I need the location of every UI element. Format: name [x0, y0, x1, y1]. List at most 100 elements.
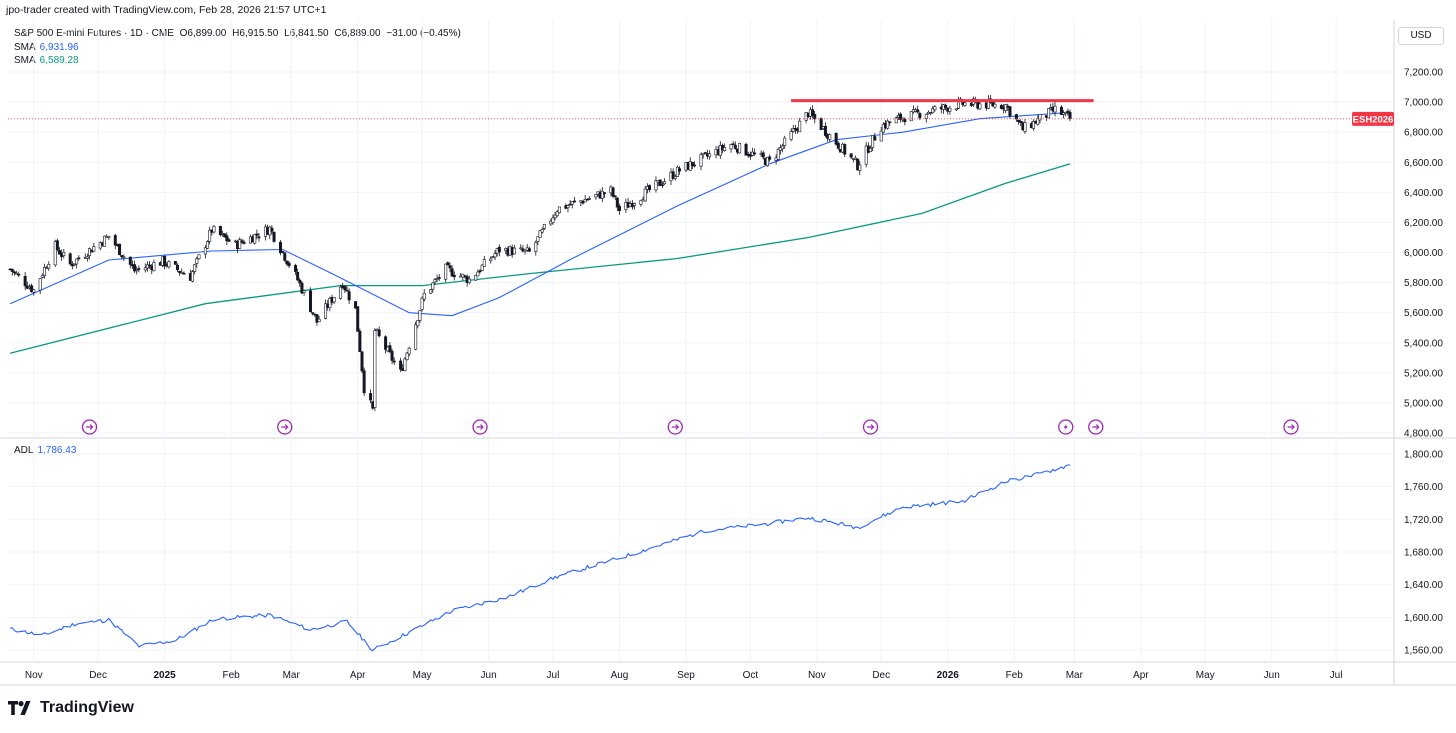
candle-body [753, 152, 757, 155]
candle-body [218, 225, 222, 236]
candle-body [433, 279, 437, 283]
candle-body [718, 145, 722, 156]
candle-body [744, 143, 748, 156]
candle-body [903, 119, 907, 123]
candle-body [118, 243, 122, 256]
arrow-right-icon [671, 424, 680, 430]
price-tick-label: 5,200.00 [1404, 368, 1443, 379]
candle-body [62, 252, 66, 256]
candle-body [648, 185, 652, 191]
candle-body [77, 257, 81, 260]
candle-body [658, 179, 662, 186]
candle-body [849, 153, 853, 158]
candle-body [12, 271, 16, 274]
x-tick-label: May [413, 670, 432, 681]
candle-body [1023, 122, 1027, 132]
x-tick-label: 2025 [153, 670, 176, 681]
candle-body [272, 231, 276, 242]
candle-body [886, 120, 890, 129]
brand-name: TradingView [40, 699, 134, 716]
candle-body [416, 320, 420, 327]
candle-body [298, 279, 302, 284]
price-tick-label: 7,000.00 [1404, 98, 1443, 109]
candle-body [283, 252, 287, 261]
candle-body [15, 272, 19, 275]
price-tick-label: 6,800.00 [1404, 128, 1443, 139]
candle-body [30, 285, 34, 292]
candle-body [678, 168, 682, 172]
x-tick-label: Sep [677, 670, 695, 681]
candle-body [791, 128, 795, 132]
candle-body [1068, 112, 1072, 120]
sma-slow-value: 6,589.28 [39, 55, 79, 66]
candle-body [993, 103, 997, 108]
adl-tick-label: 1,560.00 [1404, 646, 1443, 657]
candle-body [738, 142, 742, 154]
candle-body [135, 269, 139, 272]
candle-body [242, 241, 246, 244]
ticker-tag [1352, 111, 1394, 126]
candle-body [761, 152, 765, 158]
candle-body [193, 264, 197, 272]
x-tick-label: Dec [89, 670, 107, 681]
x-tick-label: Jul [547, 670, 560, 681]
candle-body [315, 314, 319, 323]
candle-body [40, 275, 44, 278]
candle-body [212, 226, 216, 233]
candle-body [602, 192, 606, 195]
candle-body [450, 268, 454, 277]
chart-grid [0, 20, 1456, 686]
candle-body [418, 310, 422, 321]
x-tick-label: Feb [1006, 670, 1024, 681]
candle-body [643, 188, 647, 202]
x-tick-label: Mar [283, 670, 301, 681]
candle-body [611, 187, 615, 197]
candle-body [954, 108, 958, 111]
candle-body [542, 223, 546, 229]
candle-body [566, 205, 570, 209]
price-chart[interactable]: ESH2026 Nov Dec 2025 Feb Mar Apr May Jun Jul Aug S… [0, 0, 1456, 690]
candle-body [429, 289, 433, 294]
candle-body [540, 229, 544, 233]
candle-body [703, 152, 707, 154]
sma-slow-legend[interactable]: SMA 6,589.28 [14, 55, 79, 66]
adl-tick-label: 1,800.00 [1404, 449, 1443, 460]
adl-legend[interactable]: ADL 1,786.43 [14, 445, 76, 456]
ticker-tag-label: ESH2026 [1353, 114, 1394, 125]
candle-body [399, 360, 403, 370]
price-tick-label: 6,600.00 [1404, 158, 1443, 169]
overlays: ESH2026 [8, 99, 1394, 435]
candle-body [407, 347, 411, 355]
candle-body [57, 250, 61, 255]
split-bolt-icon [1063, 423, 1068, 431]
candle-body [296, 271, 300, 281]
tradingview-logo[interactable]: TradingView [8, 699, 134, 717]
candle-body [225, 235, 229, 242]
candle-body [723, 147, 727, 151]
candle-body [482, 259, 486, 267]
candle-body [894, 117, 898, 124]
x-tick-label: Dec [872, 670, 890, 681]
candle-body [538, 230, 542, 238]
candle-body [632, 203, 636, 206]
candle-body [615, 197, 619, 208]
x-tick-label: Aug [611, 670, 629, 681]
currency-button[interactable]: USD [1398, 27, 1444, 45]
x-tick-label: Apr [1133, 670, 1149, 681]
sma-fast-legend[interactable]: SMA 6,931.96 [14, 42, 79, 53]
axes: Nov Dec 2025 Feb Mar Apr May Jun Jul Aug Sep Oct Nov… [25, 68, 1444, 681]
candle-body [206, 241, 210, 249]
candle-body [435, 278, 439, 280]
candle-body [68, 253, 72, 265]
candle-body [811, 109, 815, 116]
chart-attribution: jpo-trader created with TradingView.com,… [6, 4, 327, 16]
x-tick-label: May [1196, 670, 1215, 681]
candle-body [823, 125, 827, 136]
low-value: L6,841.50 [284, 28, 329, 39]
candle-body [300, 282, 304, 294]
candle-body [568, 203, 572, 206]
candle-body [881, 124, 885, 133]
candle-body [843, 144, 847, 155]
adl-tick-label: 1,720.00 [1404, 515, 1443, 526]
candle-body [311, 312, 315, 314]
